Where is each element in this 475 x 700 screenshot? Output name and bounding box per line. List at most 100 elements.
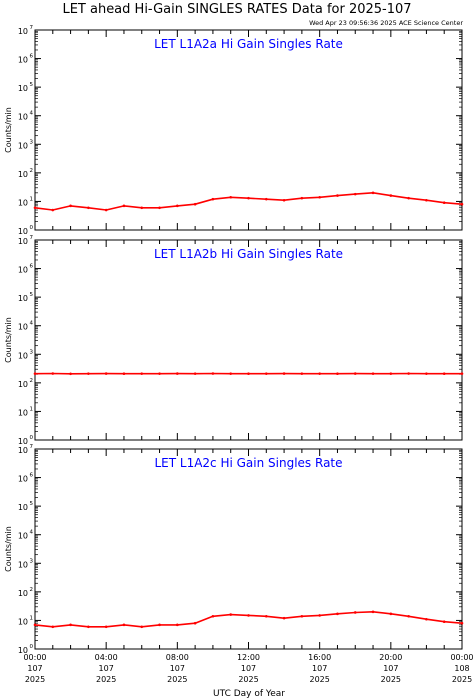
x-tick-time: 12:00: [237, 653, 260, 662]
data-point: [104, 208, 108, 212]
data-point: [193, 621, 197, 625]
data-point: [158, 206, 161, 210]
timestamp-label: Wed Apr 23 09:56:36 2025 ACE Science Cen…: [309, 19, 463, 27]
x-tick-year: 2025: [452, 675, 472, 684]
data-point: [460, 202, 464, 206]
data-point: [122, 372, 126, 376]
y-tick-exponent: 1: [30, 406, 34, 412]
plot-frame: [34, 239, 463, 441]
x-axis-title: UTC Day of Year: [213, 689, 285, 699]
data-point: [247, 614, 250, 617]
y-tick-label: 10: [18, 266, 28, 275]
plot-frame: [34, 448, 463, 650]
data-point: [229, 613, 233, 616]
y-tick-label: 10: [18, 617, 28, 626]
data-point: [389, 612, 393, 616]
panel-title: LET L1A2b Hi Gain Singles Rate: [154, 247, 343, 261]
data-point: [122, 204, 126, 208]
data-point: [371, 610, 375, 614]
data-point: [264, 197, 268, 201]
x-tick-doy: 107: [99, 664, 114, 673]
y-tick-exponent: 7: [30, 25, 34, 31]
y-tick-label: 10: [18, 198, 28, 207]
data-point: [69, 623, 72, 627]
x-tick-doy: 107: [27, 664, 42, 673]
data-point: [211, 614, 215, 618]
data-point: [87, 625, 90, 629]
y-tick-label: 10: [18, 170, 28, 179]
data-point: [460, 621, 464, 625]
y-tick-exponent: 2: [30, 168, 34, 174]
data-point: [176, 623, 179, 627]
x-tick-doy: 107: [170, 664, 185, 673]
plot-frame: [34, 29, 463, 231]
x-tick-year: 2025: [96, 675, 116, 684]
y-tick-exponent: 4: [30, 530, 34, 536]
series-line: [34, 610, 463, 628]
x-tick-doy: 107: [241, 664, 256, 673]
y-tick-exponent: 6: [30, 473, 34, 479]
data-point: [33, 623, 37, 627]
data-point: [282, 198, 286, 202]
data-point: [389, 372, 393, 375]
y-tick-exponent: 0: [30, 435, 34, 441]
data-point: [122, 623, 126, 627]
y-tick-label: 10: [18, 294, 28, 303]
y-tick-exponent: 4: [30, 111, 34, 117]
y-tick-label: 10: [18, 56, 28, 65]
data-point: [229, 195, 233, 199]
data-point: [104, 625, 108, 629]
data-point: [247, 372, 250, 376]
y-tick-label: 10: [18, 27, 28, 36]
data-point: [425, 617, 428, 621]
data-point: [460, 372, 464, 375]
y-tick-label: 10: [18, 532, 28, 541]
y-tick-label: 10: [18, 503, 28, 512]
y-axis-title: Counts/min: [4, 526, 13, 572]
panel-title: LET L1A2c Hi Gain Singles Rate: [154, 456, 342, 470]
data-point: [211, 197, 215, 201]
y-tick-label: 10: [18, 589, 28, 598]
data-point: [51, 372, 55, 375]
x-tick-doy: 108: [454, 664, 469, 673]
y-tick-label: 10: [18, 560, 28, 569]
y-tick-label: 10: [18, 446, 28, 455]
y-tick-label: 10: [18, 237, 28, 246]
figure-title: LET ahead Hi-Gain SINGLES RATES Data for…: [62, 2, 411, 17]
data-point: [442, 201, 446, 205]
data-point: [51, 625, 55, 629]
y-tick-label: 10: [18, 351, 28, 360]
data-point: [87, 372, 90, 375]
data-point: [353, 611, 357, 614]
data-point: [442, 620, 446, 624]
x-tick-year: 2025: [25, 675, 45, 684]
x-tick-year: 2025: [167, 675, 187, 684]
x-tick-doy: 107: [312, 664, 327, 673]
y-tick-label: 10: [18, 380, 28, 389]
x-tick-year: 2025: [381, 675, 401, 684]
y-tick-exponent: 2: [30, 587, 34, 593]
y-tick-label: 10: [18, 646, 28, 655]
data-point: [264, 372, 268, 375]
data-point: [176, 204, 179, 208]
data-point: [211, 372, 215, 375]
data-point: [104, 372, 108, 375]
data-point: [442, 372, 446, 376]
y-tick-exponent: 5: [30, 501, 34, 507]
data-point: [282, 616, 286, 620]
data-point: [69, 204, 72, 208]
data-point: [336, 372, 339, 376]
y-tick-exponent: 1: [30, 615, 34, 621]
x-tick-time: 00:00: [23, 653, 46, 662]
x-tick-time: 00:00: [450, 653, 473, 662]
y-tick-exponent: 3: [30, 349, 34, 355]
y-tick-label: 10: [18, 113, 28, 122]
data-point: [371, 191, 375, 195]
x-tick-time: 20:00: [379, 653, 402, 662]
x-tick-time: 16:00: [308, 653, 331, 662]
panel-title: LET L1A2a Hi Gain Singles Rate: [154, 37, 343, 51]
data-point: [318, 195, 321, 199]
data-point: [193, 202, 197, 206]
